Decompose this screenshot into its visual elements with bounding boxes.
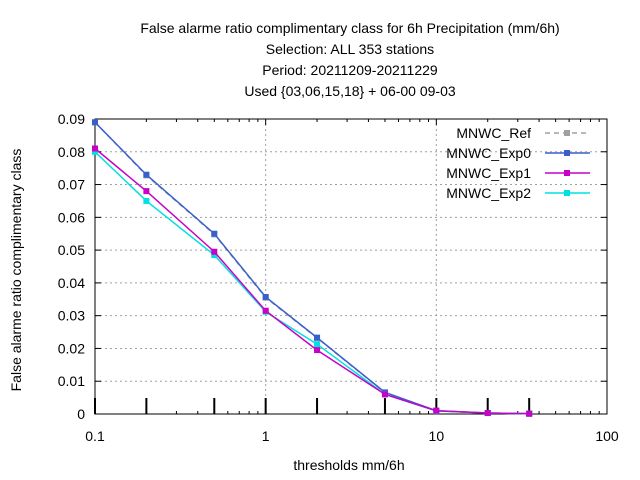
x-tick-label: 10 xyxy=(429,428,445,444)
title-line-4: Used {03,06,15,18} + 06-00 09-03 xyxy=(244,83,456,99)
data-point-mnwc-exp1 xyxy=(526,410,533,417)
y-tick-label: 0.02 xyxy=(58,340,85,356)
x-axis-title: thresholds mm/6h xyxy=(293,457,404,473)
y-tick-label: 0.05 xyxy=(58,242,85,258)
x-tick-label: 100 xyxy=(595,428,619,444)
legend-label: MNWC_Ref xyxy=(456,125,531,141)
title-line-2: Selection: ALL 353 stations xyxy=(265,41,435,57)
legend-marker xyxy=(564,150,570,156)
legend: MNWC_Ref MNWC_Exp0 MNWC_Exp1 MNWC_Exp2 xyxy=(446,125,590,201)
title-line-3: Period: 20211209-20211229 xyxy=(262,62,438,78)
legend-marker xyxy=(564,170,570,176)
legend-label: MNWC_Exp1 xyxy=(446,165,531,181)
grid xyxy=(95,119,607,414)
y-axis: 0 0.01 0.02 0.03 0.04 0.05 0.06 0.07 0.08 0.09 xyxy=(58,111,607,422)
legend-label: MNWC_Exp0 xyxy=(446,145,531,161)
y-tick-label: 0.07 xyxy=(58,177,85,193)
legend-label: MNWC_Exp2 xyxy=(446,185,531,201)
data-point-mnwc-exp1 xyxy=(433,407,440,414)
data-point-mnwc-exp2 xyxy=(92,148,98,155)
y-tick-label: 0.04 xyxy=(58,275,85,291)
data-point-mnwc-exp0 xyxy=(211,230,218,237)
data-point-mnwc-exp2 xyxy=(314,341,321,348)
data-point-mnwc-exp0 xyxy=(143,171,150,178)
data-point-mnwc-exp1 xyxy=(92,145,98,152)
data-point-mnwc-exp1 xyxy=(381,391,388,398)
x-tick-label: 1 xyxy=(262,428,270,444)
y-tick-label: 0 xyxy=(77,406,85,422)
y-tick-label: 0.09 xyxy=(58,111,85,127)
data-point-mnwc-exp1 xyxy=(262,307,269,314)
y-tick-label: 0.01 xyxy=(58,373,85,389)
plot-border xyxy=(94,118,608,415)
series-lines xyxy=(92,119,533,417)
y-tick-label: 0.06 xyxy=(58,209,85,225)
data-point-mnwc-exp0 xyxy=(314,334,321,341)
x-axis: 0.1 1 10 100 xyxy=(85,119,619,444)
data-point-mnwc-exp2 xyxy=(143,197,150,204)
data-point-mnwc-exp0 xyxy=(262,293,269,300)
data-point-mnwc-exp0 xyxy=(92,119,98,126)
data-point-mnwc-exp1 xyxy=(484,410,491,417)
y-tick-label: 0.03 xyxy=(58,308,85,324)
plot-frame xyxy=(94,118,608,415)
data-point-mnwc-exp1 xyxy=(314,347,321,354)
title-line-1: False alarme ratio complimentary class f… xyxy=(140,20,560,36)
y-tick-label: 0.08 xyxy=(58,144,85,160)
data-point-mnwc-exp2 xyxy=(211,252,218,259)
data-point-mnwc-exp1 xyxy=(143,188,150,195)
data-point-mnwc-exp1 xyxy=(211,248,218,255)
legend-marker xyxy=(564,130,570,136)
legend-marker xyxy=(564,190,570,196)
x-tick-label: 0.1 xyxy=(85,428,105,444)
y-axis-title: False alarme ratio complimentary class xyxy=(8,149,24,392)
